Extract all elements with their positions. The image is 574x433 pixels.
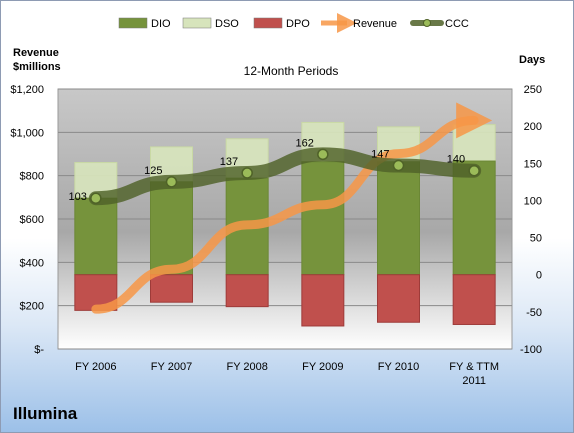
legend-swatch-dio [118,17,148,29]
bar-dio [301,161,345,276]
right-tick-label: 200 [524,121,542,133]
bar-dio [74,197,118,276]
left-tick-label: $1,200 [10,84,44,96]
ccc-data-label: 147 [371,149,389,161]
bar-dio [150,181,193,276]
left-tick-label: $1,000 [10,127,44,139]
right-tick-label: -100 [520,344,542,356]
ccc-data-label: 162 [295,137,313,149]
category-label: FY 2009 [302,361,343,373]
ccc-data-label: 140 [447,154,465,166]
right-tick-label: -50 [526,307,542,319]
chart-title: 12-Month Periods [243,64,339,78]
left-tick-label: $200 [20,301,44,313]
category-label: FY 2006 [75,361,116,373]
legend-swatch-dpo [253,17,283,29]
revenue-line [91,102,493,314]
left-axis-title-line2: $millions [13,61,61,73]
right-axis-title: Days [519,54,546,66]
left-tick-label: $800 [20,171,44,183]
left-axis-title: Revenue $millions [13,46,83,74]
left-tick-label: $600 [20,214,44,226]
legend-swatch-dso [182,17,212,29]
legend-label-dio: DIO [151,18,171,30]
bar-dpo [452,274,496,325]
left-axis-title-line1: Revenue [13,47,59,59]
ccc-data-label: 125 [144,165,162,177]
bar-dpo [301,274,345,327]
legend-label-dso: DSO [215,18,239,30]
ccc-point [317,148,329,161]
legend-ccc-marker [423,19,431,27]
category-label: FY 2007 [151,361,192,373]
ccc-data-label: 137 [220,156,238,168]
company-name: Illumina [13,404,78,423]
right-tick-label: 0 [536,270,542,282]
legend-label-ccc: CCC [445,18,469,30]
category-label: FY 2008 [226,361,267,373]
legend-label-dpo: DPO [286,18,310,30]
ccc-point [90,192,102,204]
ccc-point [392,159,405,172]
ccc-point [241,167,253,179]
ccc-point [468,164,480,177]
left-tick-label: $400 [20,257,44,269]
category-label: FY 2010 [378,361,419,373]
bar-dio [377,161,420,276]
bar-dpo [225,274,269,308]
right-tick-label: 50 [530,233,542,245]
category-label: 2011 [462,375,486,387]
bar-dpo [150,274,193,303]
ccc-point [165,176,178,188]
bar-dpo [377,274,420,323]
category-label: FY & TTM [449,361,499,373]
right-tick-label: 250 [524,84,542,96]
right-tick-label: 100 [524,195,542,207]
bar-dio [452,160,496,276]
left-tick-label: $- [34,344,44,356]
right-tick-label: 150 [524,158,542,170]
legend-label-revenue: Revenue [353,18,397,30]
ccc-data-label: 103 [68,191,86,203]
